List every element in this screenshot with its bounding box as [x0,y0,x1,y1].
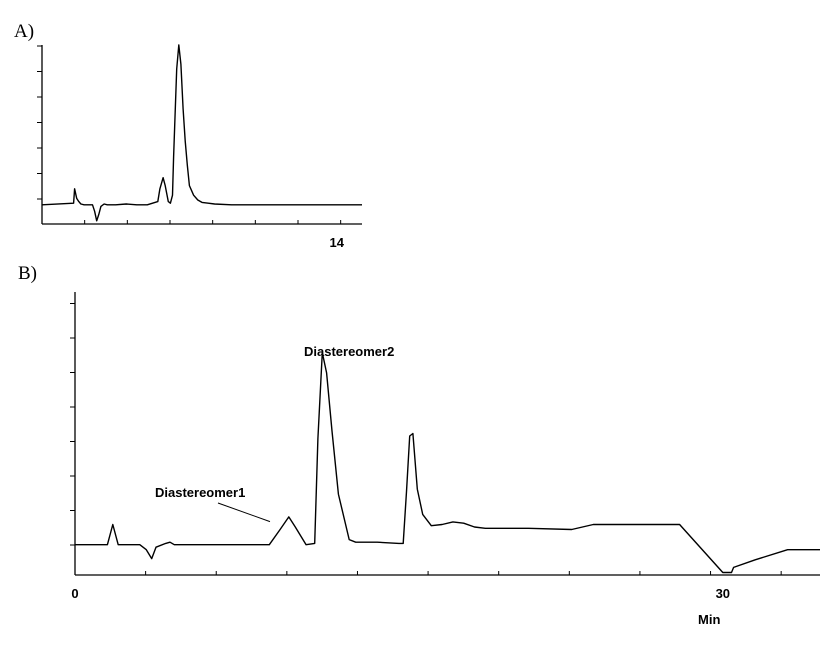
panel-b-x-tick-label: 30 [716,586,730,601]
panel-b-chart: B) 0 30 Min Diastereomer1 Diastereomer2 [18,263,820,627]
annotation-diastereomer2: Diastereomer2 [304,344,394,359]
panel-a-axes [37,45,362,225]
panel-b-x-tick-label: 0 [71,586,78,601]
annotation-diastereomer1: Diastereomer1 [155,485,245,500]
panel-b-trace [75,351,820,574]
panel-b-x-tick-labels: 0 30 [71,586,730,601]
panel-a-x-tick-label: 14 [330,235,345,250]
panel-b-label: B) [18,263,37,284]
panel-b-x-axis-label: Min [698,612,720,627]
panel-a-chart: A) 14 [14,21,362,250]
panel-a-label: A) [14,21,34,42]
panel-b-axes [70,292,820,576]
annotation-diastereomer1-leader [217,502,271,523]
panel-a-trace [41,44,362,222]
panel-a-x-tick-labels: 14 [330,235,345,250]
